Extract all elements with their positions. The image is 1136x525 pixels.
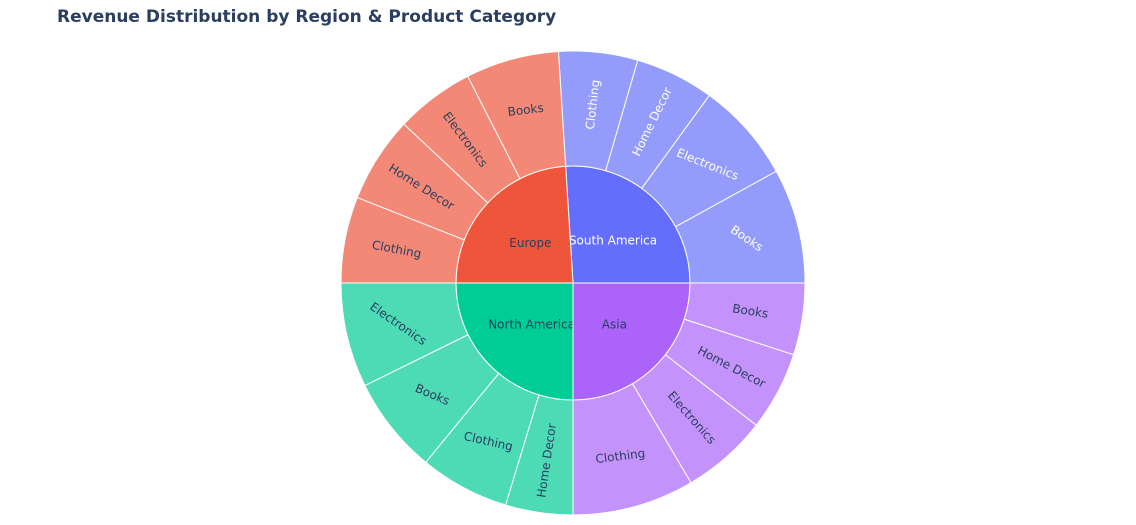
region-label-europe: Europe bbox=[509, 236, 551, 250]
category-slice-asia-books[interactable] bbox=[683, 282, 806, 356]
chart-title: Revenue Distribution by Region & Product… bbox=[57, 7, 557, 27]
region-label-north-america: North America bbox=[488, 317, 575, 331]
category-label-europe-books: Books bbox=[507, 101, 545, 119]
category-label-asia-books: Books bbox=[731, 301, 769, 320]
region-label-asia: Asia bbox=[602, 317, 627, 331]
category-label-asia-clothing: Clothing bbox=[595, 446, 646, 466]
category-label-south-america-clothing: Clothing bbox=[583, 79, 602, 130]
region-label-south-america: South America bbox=[569, 233, 657, 247]
